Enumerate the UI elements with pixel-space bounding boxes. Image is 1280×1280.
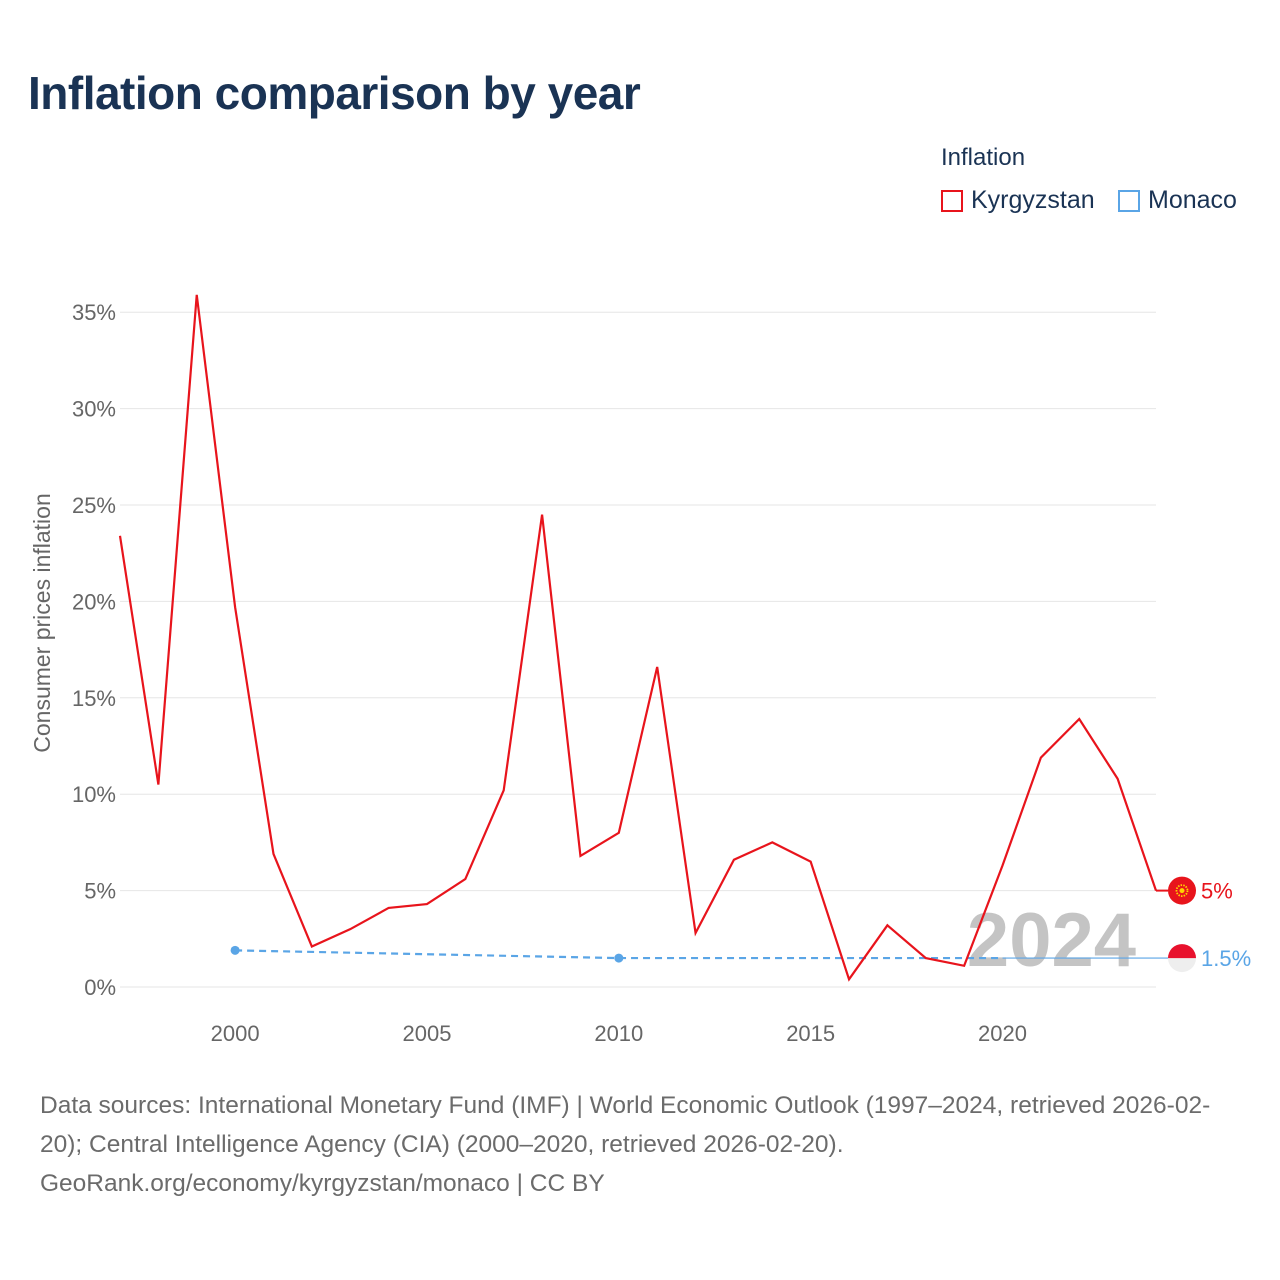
y-tick-label: 0%	[84, 975, 116, 1000]
x-tick-label: 2015	[786, 1021, 835, 1046]
y-axis-label: Consumer prices inflation	[29, 493, 55, 753]
kyrgyzstan-flag-sun-center-icon	[1179, 888, 1185, 894]
y-tick-label: 10%	[72, 782, 116, 807]
x-tick-label: 2020	[978, 1021, 1027, 1046]
legend-title: Inflation	[941, 144, 1026, 171]
y-tick-label: 35%	[72, 300, 116, 325]
legend-label-kyrgyzstan: Kyrgyzstan	[971, 186, 1095, 214]
x-tick-label: 2010	[594, 1021, 643, 1046]
kyrgyzstan-end-label: 5%	[1201, 879, 1233, 904]
year-watermark: 2024	[967, 898, 1136, 983]
y-tick-label: 30%	[72, 397, 116, 422]
monaco-flag-red-half-icon	[1168, 944, 1196, 959]
data-point-monaco	[230, 945, 240, 955]
y-tick-label: 20%	[72, 589, 116, 614]
legend-swatch-monaco	[1118, 189, 1140, 212]
legend-item-monaco[interactable]: Monaco	[1118, 186, 1237, 215]
legend-swatch-kyrgyzstan	[941, 189, 963, 212]
data-sources-text: Data sources: International Monetary Fun…	[40, 1092, 1211, 1158]
monaco-end-label: 1.5%	[1201, 946, 1251, 971]
footer: Data sources: International Monetary Fun…	[40, 1086, 1250, 1203]
x-tick-label: 2005	[402, 1021, 451, 1046]
attribution-link[interactable]: GeoRank.org/economy/kyrgyzstan/monaco | …	[40, 1170, 605, 1197]
data-point-monaco	[614, 953, 624, 963]
y-tick-label: 5%	[84, 879, 116, 904]
legend-item-kyrgyzstan[interactable]: Kyrgyzstan	[941, 186, 1095, 215]
x-tick-label: 2000	[211, 1021, 260, 1046]
series-line-monaco	[235, 949, 1003, 960]
line-chart: 0% 5% 10% 15% 20% 25% 30% 35% 2000 2005 2010 2015 20…	[29, 294, 1251, 1046]
y-tick-label: 25%	[72, 493, 116, 518]
kyrgyzstan-flag-sun-icon	[1175, 884, 1189, 897]
chart-title: Inflation comparison by year	[28, 67, 641, 119]
series-line-kyrgyzstan	[118, 294, 1158, 982]
legend-label-monaco: Monaco	[1148, 186, 1237, 214]
y-tick-label: 15%	[72, 686, 116, 711]
